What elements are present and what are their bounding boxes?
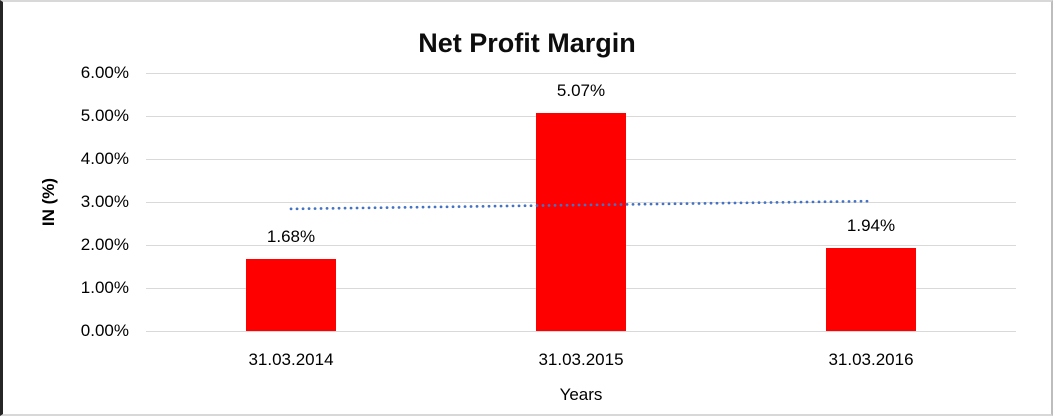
x-axis-title: Years <box>559 385 603 404</box>
y-axis-tick-label: 3.00% <box>80 192 129 211</box>
y-axis-tick-label: 5.00% <box>80 106 129 125</box>
chart-title: Net Profit Margin <box>418 28 636 58</box>
y-axis-tick-label: 0.00% <box>80 321 129 340</box>
data-label: 1.94% <box>846 215 896 235</box>
data-label: 5.07% <box>556 80 606 100</box>
bar <box>826 247 916 331</box>
y-axis-tick-label: 1.00% <box>80 278 129 297</box>
y-axis-tick-label: 2.00% <box>80 235 129 254</box>
gridline <box>146 73 1016 74</box>
data-label: 1.68% <box>266 226 316 246</box>
x-axis-tick-label: 31.03.2015 <box>538 350 624 369</box>
bar <box>536 112 626 331</box>
bar <box>246 258 336 331</box>
x-axis-tick-label: 31.03.2016 <box>828 350 914 369</box>
x-axis-tick-label: 31.03.2014 <box>248 350 334 369</box>
gridline <box>146 331 1016 332</box>
y-axis-tick-label: 4.00% <box>80 149 129 168</box>
y-axis-tick-label: 6.00% <box>80 63 129 82</box>
